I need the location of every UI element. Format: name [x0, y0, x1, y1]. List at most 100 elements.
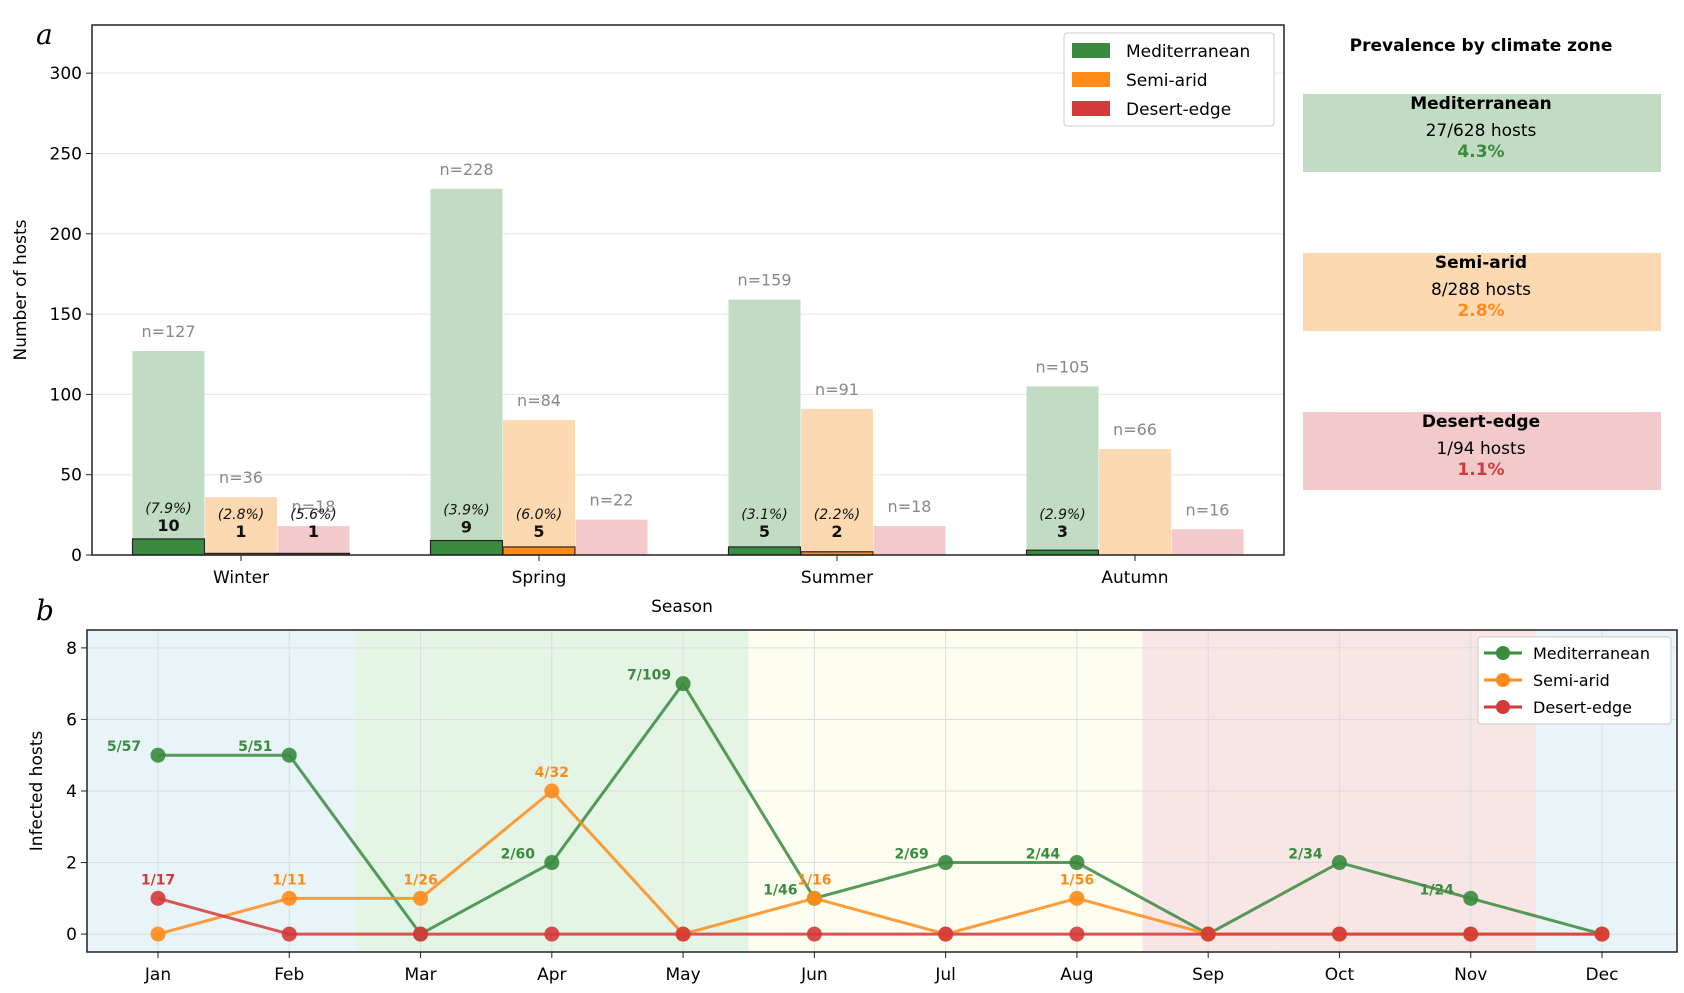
- point-label-semi-arid-feb: 1/11: [272, 872, 306, 888]
- panel-a-letter: a: [36, 18, 53, 51]
- point-semi-arid-apr: [544, 783, 560, 799]
- panel-b-xtick-jan: Jan: [144, 965, 171, 985]
- panel-b-xtick-oct: Oct: [1325, 965, 1355, 985]
- panel-b-ytick-label: 2: [66, 854, 77, 874]
- point-semi-arid-jan: [150, 926, 166, 942]
- point-label-mediterranean-aug: 2/44: [1026, 847, 1061, 863]
- legend-label-semi-arid: Semi-arid: [1126, 71, 1208, 91]
- label-infected-semi-arid-spring: 5: [533, 522, 544, 541]
- bar-sampled-mediterranean-spring: [430, 188, 503, 555]
- point-desert-edge-feb: [281, 926, 297, 942]
- label-pct-semi-arid-spring: (6.0%): [516, 507, 563, 523]
- label-n-semi-arid-summer: n=91: [815, 380, 859, 399]
- point-label-semi-arid-mar: 1/26: [403, 872, 437, 888]
- panel-a-xtick-spring: Spring: [512, 568, 567, 588]
- panel-b-ytick-label: 6: [66, 710, 77, 730]
- legend-label-semi-arid: Semi-arid: [1533, 671, 1610, 690]
- point-semi-arid-jun: [806, 890, 822, 906]
- label-n-desert-edge-winter: n=18: [292, 497, 336, 516]
- bar-sampled-desert-edge-summer: [873, 526, 946, 555]
- zone-pct: 1.1%: [1457, 460, 1504, 480]
- label-infected-mediterranean-summer: 5: [759, 522, 770, 541]
- panel-a-xtick-winter: Winter: [213, 568, 269, 588]
- panel-a-ytick-label: 100: [50, 385, 82, 405]
- label-infected-mediterranean-autumn: 3: [1057, 522, 1068, 541]
- panel-a-xtick-summer: Summer: [801, 568, 873, 588]
- legend-label-desert-edge: Desert-edge: [1533, 698, 1632, 717]
- legend-swatch-desert-edge: [1072, 101, 1110, 116]
- panel-a-ylabel: Number of hosts: [11, 219, 31, 360]
- point-desert-edge-nov: [1463, 926, 1479, 942]
- point-mediterranean-jan: [150, 747, 166, 763]
- label-n-desert-edge-autumn: n=16: [1186, 500, 1230, 519]
- point-label-mediterranean-jan: 5/57: [107, 739, 141, 755]
- point-desert-edge-dec: [1594, 926, 1610, 942]
- zone-pct: 4.3%: [1457, 142, 1504, 162]
- zone-hosts: 1/94 hosts: [1436, 439, 1525, 459]
- label-n-mediterranean-spring: n=228: [439, 160, 493, 179]
- zone-hosts: 8/288 hosts: [1431, 280, 1531, 300]
- bar-sampled-semi-arid-summer: [801, 408, 873, 555]
- point-label-semi-arid-aug: 1/56: [1060, 872, 1094, 888]
- label-infected-semi-arid-winter: 1: [235, 522, 246, 541]
- prevalence-card-bg: [1303, 253, 1661, 331]
- legend-swatch-mediterranean: [1072, 43, 1110, 58]
- bar-sampled-desert-edge-spring: [575, 519, 648, 555]
- point-label-mediterranean-oct: 2/34: [1288, 847, 1323, 863]
- label-n-mediterranean-winter: n=127: [141, 322, 195, 341]
- legend-marker-desert-edge: [1496, 700, 1510, 714]
- panel-a-legend: Mediterranean Semi-arid Desert-edge: [1063, 32, 1275, 127]
- label-pct-mediterranean-winter: (7.9%): [145, 501, 192, 517]
- prevalence-panel: Prevalence by climate zone Mediterranean…: [1303, 36, 1661, 490]
- point-desert-edge-jun: [806, 926, 822, 942]
- panel-a-ytick-label: 0: [71, 546, 82, 566]
- panel-b: b 5/57 5/51 2/60 7/109 1/46 2/69 2/44 2/34 1/24 1…: [27, 594, 1678, 985]
- panel-b-xtick-apr: Apr: [537, 965, 566, 985]
- point-desert-edge-jan: [150, 890, 166, 906]
- point-desert-edge-jul: [938, 926, 954, 942]
- point-label-mediterranean-nov: 1/24: [1420, 882, 1455, 898]
- panel-b-letter: b: [36, 594, 54, 627]
- label-infected-mediterranean-spring: 9: [461, 518, 472, 537]
- point-semi-arid-aug: [1069, 890, 1085, 906]
- legend-marker-semi-arid: [1496, 673, 1510, 687]
- panel-a-ytick-label: 250: [50, 144, 82, 164]
- prevalence-title: Prevalence by climate zone: [1350, 36, 1613, 56]
- prevalence-card-mediterranean: Mediterranean 27/628 hosts 4.3%: [1303, 94, 1661, 172]
- point-semi-arid-mar: [413, 890, 429, 906]
- label-pct-desert-edge-winter: (5.6%): [290, 507, 337, 523]
- point-label-mediterranean-may: 7/109: [627, 668, 671, 684]
- bar-infected-mediterranean-summer: [727, 546, 802, 556]
- zone-pct: 2.8%: [1457, 301, 1504, 321]
- point-label-semi-arid-apr: 4/32: [535, 765, 569, 781]
- line-desert-edge: [157, 896, 1602, 936]
- point-mediterranean-jul: [938, 855, 954, 871]
- panel-a-ytick-label: 150: [50, 305, 82, 325]
- point-mediterranean-oct: [1331, 855, 1347, 871]
- legend-label-mediterranean: Mediterranean: [1126, 42, 1250, 62]
- panel-b-xtick-dec: Dec: [1586, 965, 1619, 985]
- label-n-mediterranean-autumn: n=105: [1035, 357, 1089, 376]
- panel-a-xtick-autumn: Autumn: [1101, 568, 1168, 588]
- panel-b-xtick-mar: Mar: [405, 965, 437, 985]
- point-label-desert-edge-jan: 1/17: [141, 872, 175, 888]
- label-pct-semi-arid-winter: (2.8%): [218, 507, 265, 523]
- bar-sampled-semi-arid-winter: [205, 497, 277, 555]
- point-desert-edge-mar: [413, 926, 429, 942]
- label-n-semi-arid-autumn: n=66: [1113, 420, 1157, 439]
- point-label-mediterranean-feb: 5/51: [238, 739, 272, 755]
- panel-a-xlabel: Season: [651, 597, 713, 617]
- prevalence-card-bg: [1303, 412, 1661, 490]
- label-pct-mediterranean-summer: (3.1%): [741, 507, 788, 523]
- panel-b-xtick-nov: Nov: [1454, 965, 1487, 985]
- bar-sampled-desert-edge-winter: [277, 526, 350, 555]
- point-mediterranean-aug: [1069, 855, 1085, 871]
- label-n-semi-arid-winter: n=36: [219, 468, 263, 487]
- zone-name: Mediterranean: [1410, 94, 1552, 114]
- label-infected-desert-edge-winter: 1: [308, 522, 319, 541]
- label-n-semi-arid-spring: n=84: [517, 391, 561, 410]
- panel-b-xtick-may: May: [666, 965, 701, 985]
- label-infected-mediterranean-winter: 10: [157, 516, 179, 535]
- bar-infected-mediterranean-spring: [429, 539, 504, 556]
